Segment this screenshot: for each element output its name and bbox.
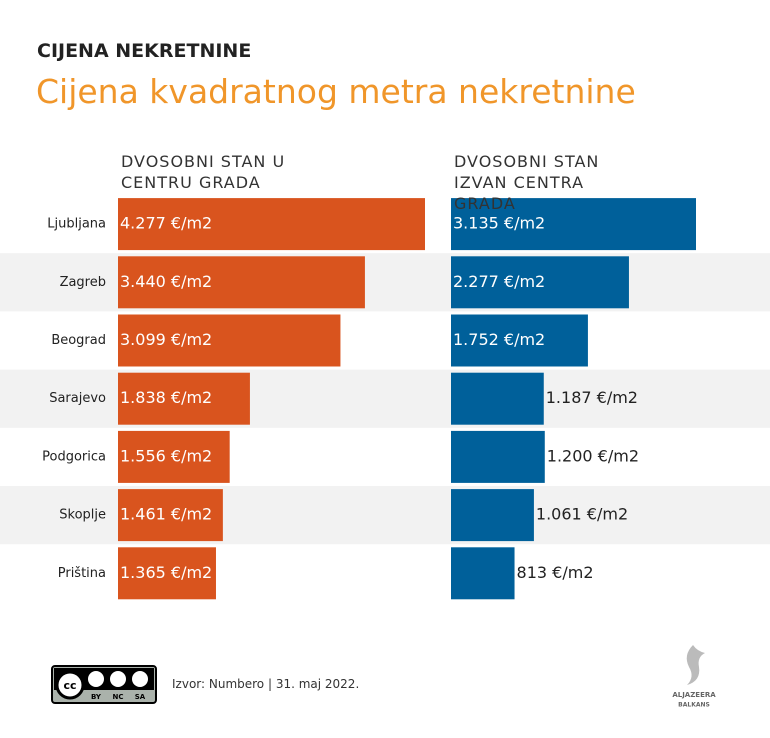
category-label: Priština xyxy=(58,566,106,581)
bar xyxy=(451,314,588,367)
license-label: NC xyxy=(113,693,124,701)
category-label: Skoplje xyxy=(59,508,106,523)
value-label: 1.187 €/m2 xyxy=(546,388,638,407)
value-label: 1.461 €/m2 xyxy=(120,505,212,524)
value-label: 1.838 €/m2 xyxy=(120,388,212,407)
panel-heading: DVOSOBNI STAN IZVAN CENTRA GRADA xyxy=(454,152,600,213)
category-label: Beograd xyxy=(51,333,106,348)
license-label: SA xyxy=(135,693,146,701)
license-badge: cc xyxy=(51,665,157,704)
value-label: 3.135 €/m2 xyxy=(453,214,545,233)
row-band xyxy=(0,486,770,545)
value-label: 3.440 €/m2 xyxy=(120,272,212,291)
bar xyxy=(118,256,365,309)
title: Cijena kvadratnog metra nekretnine xyxy=(36,72,636,111)
category-label: Zagreb xyxy=(60,275,106,290)
logo-sub: BALKANS xyxy=(678,702,710,709)
bar xyxy=(451,489,534,542)
bar xyxy=(118,372,250,425)
bar xyxy=(118,198,425,251)
row-band xyxy=(0,253,770,312)
bar xyxy=(118,547,216,600)
aljazeera-logo xyxy=(686,645,705,685)
value-label: 1.365 €/m2 xyxy=(120,563,212,582)
svg-text:cc: cc xyxy=(63,679,76,692)
bar xyxy=(451,198,696,251)
value-label: 1.061 €/m2 xyxy=(536,505,628,524)
bar xyxy=(451,430,545,483)
category-label: Ljubljana xyxy=(47,217,106,232)
category-label: Podgorica xyxy=(42,449,106,464)
value-label: 1.200 €/m2 xyxy=(547,446,639,465)
bar xyxy=(118,314,341,367)
logo-text: ALJAZEERA xyxy=(672,691,716,699)
license-label: BY xyxy=(91,693,102,701)
bar xyxy=(118,430,230,483)
value-label: 1.556 €/m2 xyxy=(120,446,212,465)
panel-heading: DVOSOBNI STAN U CENTRU GRADA xyxy=(121,152,286,192)
value-label: 1.752 €/m2 xyxy=(453,330,545,349)
bar xyxy=(451,372,544,425)
row-band xyxy=(0,369,770,428)
bar xyxy=(451,256,629,309)
value-label: 3.099 €/m2 xyxy=(120,330,212,349)
category-label: Sarajevo xyxy=(49,391,106,406)
value-label: 813 €/m2 xyxy=(517,563,594,582)
source: Izvor: Numbero | 31. maj 2022. xyxy=(172,677,360,691)
kicker: CIJENA NEKRETNINE xyxy=(37,40,252,62)
bar xyxy=(451,547,515,600)
value-label: 2.277 €/m2 xyxy=(453,272,545,291)
value-label: 4.277 €/m2 xyxy=(120,214,212,233)
bar xyxy=(118,489,223,542)
